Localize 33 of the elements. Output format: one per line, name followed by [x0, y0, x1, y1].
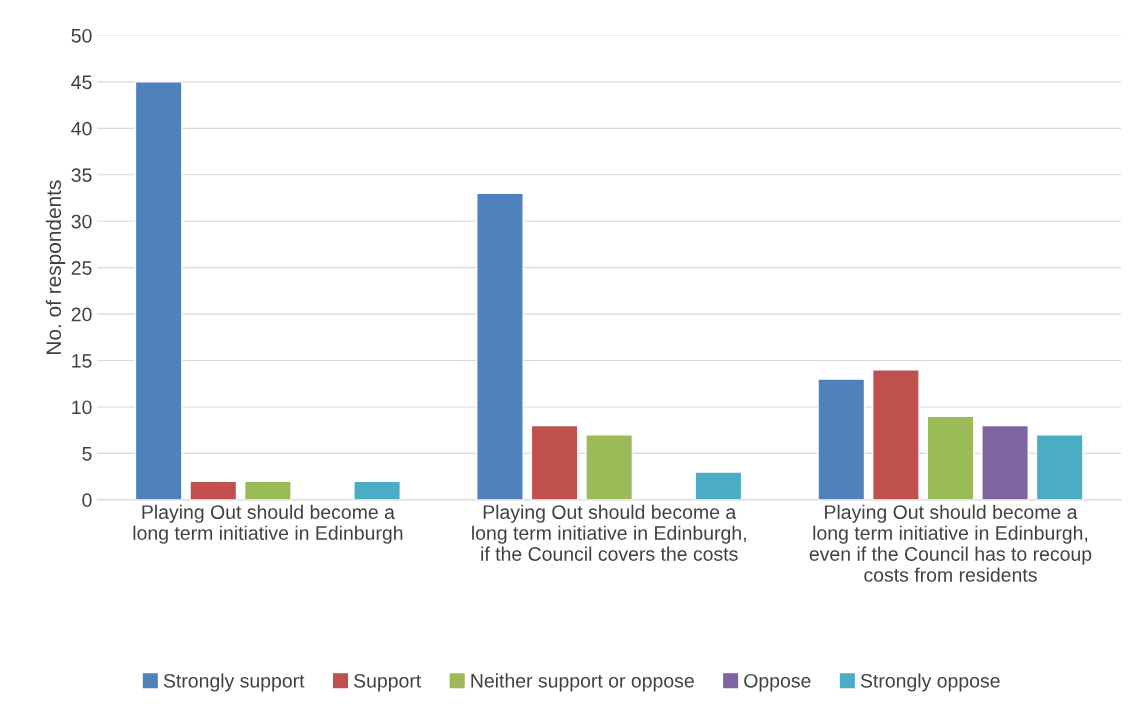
x-tick-label: Playing Out should become a long term initiative in Edinburgh, even if the Council has to recoup costs from residents: [809, 504, 1092, 582]
legend-label: Neither support or oppose: [471, 673, 694, 692]
y-tick-label: 5: [82, 447, 92, 461]
bar: [694, 471, 743, 500]
y-tick-label: 15: [72, 354, 92, 368]
legend-label: Support: [354, 673, 422, 692]
x-tick-label: Playing Out should become a long term initiative in Edinburgh: [133, 504, 403, 544]
y-tick-label: 10: [72, 400, 92, 415]
bar: [530, 424, 579, 500]
legend-label: Strongly support: [163, 673, 305, 692]
bar: [926, 415, 975, 500]
bar: [243, 480, 292, 500]
y-tick-label: 40: [71, 121, 92, 136]
x-tick-label: Playing Out should become a long term initiative in Edinburgh, if the Council covers the costs: [472, 504, 746, 561]
y-tick-label: 45: [71, 75, 92, 90]
y-tick-label: 30: [71, 214, 92, 229]
y-tick-label: 0: [82, 493, 92, 508]
bar: [353, 480, 402, 500]
bar: [134, 81, 183, 500]
y-tick-label: 20: [71, 307, 92, 322]
y-tick-label: 25: [71, 261, 92, 275]
bar: [189, 480, 238, 500]
legend-label: Strongly oppose: [860, 673, 1000, 692]
bar: [585, 434, 634, 500]
y-tick-label: 35: [71, 168, 92, 183]
bar: [1035, 434, 1084, 500]
y-axis-title: No. of respondents: [45, 180, 66, 354]
bar: [981, 424, 1029, 500]
bar: [871, 369, 920, 500]
legend-label: Oppose: [744, 673, 811, 692]
bar: [476, 192, 524, 500]
bar: [817, 378, 866, 500]
y-tick-label: 50: [71, 28, 92, 43]
